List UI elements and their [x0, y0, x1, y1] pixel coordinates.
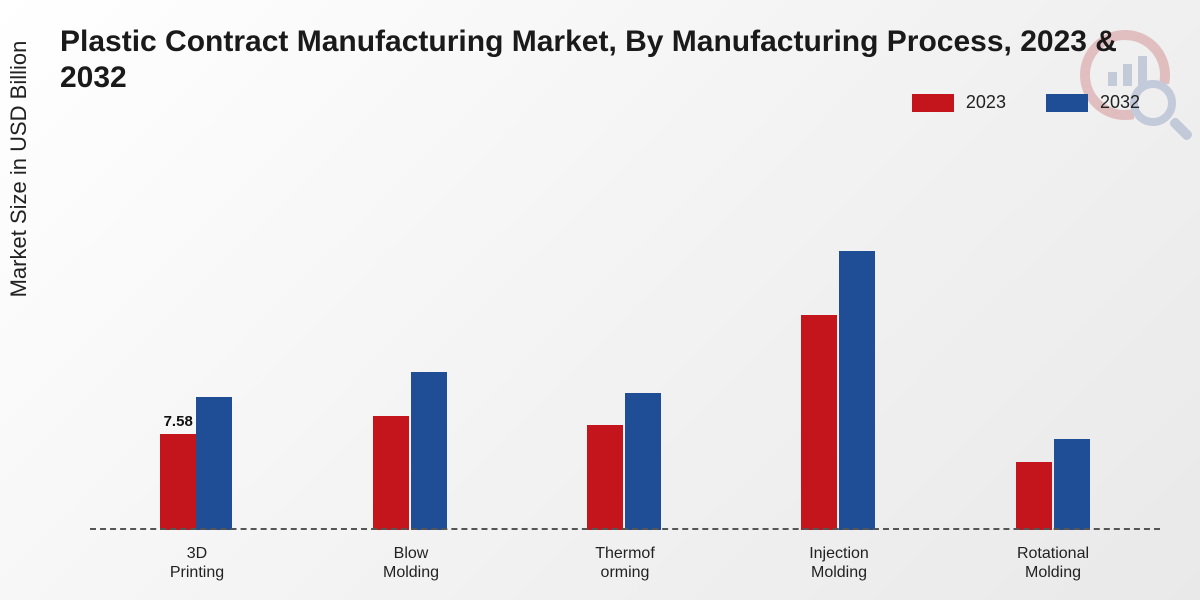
legend-label-2023: 2023: [966, 92, 1006, 113]
bar-2032: [196, 397, 232, 530]
bar-group: [373, 372, 447, 530]
bar-2032: [625, 393, 661, 530]
bar-group: [587, 393, 661, 530]
legend-swatch-2023: [912, 94, 954, 112]
legend-swatch-2032: [1046, 94, 1088, 112]
y-axis-label: Market Size in USD Billion: [6, 41, 32, 298]
bar-2032: [1054, 439, 1090, 530]
chart-frame: Plastic Contract Manufacturing Market, B…: [0, 0, 1200, 600]
chart-title: Plastic Contract Manufacturing Market, B…: [60, 24, 1160, 96]
x-axis-label: 3D Printing: [137, 545, 257, 582]
x-axis-label: Blow Molding: [351, 545, 471, 582]
plot-area: 7.58: [90, 150, 1160, 530]
bar-2023: [587, 425, 623, 530]
bar-2032: [411, 372, 447, 530]
bar-2023: [1016, 462, 1052, 530]
legend-item-2032: 2032: [1046, 92, 1140, 113]
legend-item-2023: 2023: [912, 92, 1006, 113]
bar-group: [801, 251, 875, 530]
bar-value-label: 7.58: [164, 413, 193, 430]
bar-2023: [801, 315, 837, 530]
bar-group: [1016, 439, 1090, 530]
x-axis-label: Rotational Molding: [993, 545, 1113, 582]
bar-groups: 7.58: [90, 150, 1160, 530]
legend: 2023 2032: [912, 92, 1140, 113]
bar-group: 7.58: [160, 397, 232, 530]
bar-2023: [373, 416, 409, 530]
x-axis-label: Thermof orming: [565, 545, 685, 582]
legend-label-2032: 2032: [1100, 92, 1140, 113]
x-axis-label: Injection Molding: [779, 545, 899, 582]
x-axis-labels: 3D Printing Blow Molding Thermof orming Inj…: [90, 545, 1160, 582]
x-axis-baseline: [90, 528, 1160, 530]
bar-2023: [160, 434, 196, 530]
bar-2032: [839, 251, 875, 530]
